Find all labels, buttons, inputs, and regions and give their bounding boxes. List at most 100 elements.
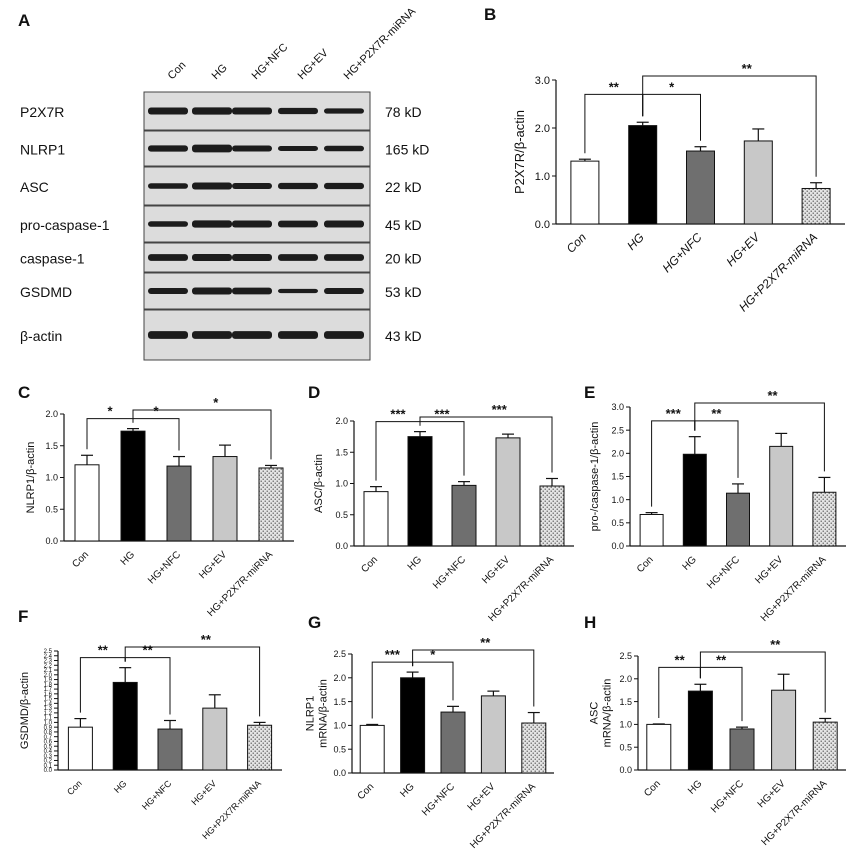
protein-label-gsdmd: GSDMD	[20, 284, 72, 300]
bar-hg-p2x7r-mirna	[801, 187, 831, 225]
significance-marker: **	[98, 643, 109, 658]
protein-label-nlrp1: NLRP1	[20, 142, 65, 158]
bar-hg-ev	[495, 437, 521, 547]
significance-bracket	[124, 646, 261, 717]
significance-bracket	[642, 75, 817, 177]
y-tick-label: 0.1	[44, 763, 53, 769]
y-tick-label: 2.0	[619, 674, 632, 684]
bar-hg	[687, 690, 713, 771]
significance-marker: **	[716, 652, 727, 667]
protein-label-pro-caspase-1: pro-caspase-1	[20, 217, 110, 233]
blot-band	[278, 331, 318, 339]
blot-band	[232, 331, 272, 339]
significance-marker: **	[609, 79, 620, 94]
x-tick-label-con: Con	[564, 230, 590, 256]
y-tick-label: 2.0	[535, 123, 550, 135]
y-tick-label: 0.2	[44, 759, 53, 765]
x-tick-label-hg-nfc: HG+NFC	[420, 781, 457, 818]
size-label-nlrp1: 165 kD	[385, 142, 429, 158]
bar-hg	[112, 681, 138, 771]
y-tick-label: 1.2	[44, 711, 53, 717]
y-tick-label: 1.0	[335, 479, 348, 489]
y-tick-label: 2.1	[44, 668, 53, 674]
significance-marker: ***	[666, 406, 682, 421]
y-tick-label: 0.3	[44, 754, 53, 760]
panel-label-f: F	[18, 607, 28, 626]
blot-band	[232, 183, 272, 189]
significance-marker: **	[675, 652, 686, 667]
y-tick-label: 1.5	[44, 697, 53, 703]
blot-band	[324, 288, 364, 294]
bar-hg-nfc	[440, 711, 466, 774]
x-tick-label-hg-nfc: HG+NFC	[431, 554, 468, 591]
x-tick-label-con: Con	[70, 549, 91, 570]
size-label-p2x7r: 78 kD	[385, 104, 422, 120]
panel-label-h: H	[584, 613, 596, 632]
x-tick-label-con: Con	[356, 781, 377, 802]
y-tick-label: 1.7	[44, 687, 53, 693]
bar-hg-nfc	[157, 728, 183, 771]
size-label-actin: 43 kD	[385, 328, 422, 344]
bar-con	[359, 724, 385, 774]
y-tick-label: 1.6	[44, 692, 53, 698]
y-tick-label: 0.5	[44, 744, 53, 750]
x-tick-label-hg-nfc: HG+NFC	[660, 230, 705, 275]
significance-marker: *	[107, 404, 113, 419]
bar-hg	[400, 677, 426, 774]
bar-con	[570, 160, 600, 225]
lane-label-con: Con	[166, 59, 189, 82]
y-tick-label: 2.4	[44, 654, 53, 660]
blot-band	[278, 288, 318, 294]
y-tick-label: 1.9	[44, 678, 53, 684]
y-axis-label: NLRP1/β-actin	[25, 442, 37, 514]
significance-marker: ***	[385, 647, 401, 662]
bar-hg-ev	[769, 445, 794, 547]
panel-label-g: G	[308, 613, 321, 632]
significance-marker: ***	[492, 402, 508, 417]
blot-band	[324, 220, 364, 228]
y-axis-label: GSDMD/β-actin	[19, 672, 31, 749]
y-tick-label: 2.5	[333, 649, 346, 659]
blot-band	[324, 254, 364, 261]
protein-label-actin: β-actin	[20, 328, 62, 344]
panel-label-c: C	[18, 383, 30, 402]
y-tick-label: 1.0	[44, 721, 53, 727]
blot-band	[324, 331, 364, 339]
protein-label-p2x7r: P2X7R	[20, 104, 64, 120]
significance-bracket	[699, 651, 826, 713]
y-tick-label: 0.0	[333, 768, 346, 778]
lane-label-hg: HG	[210, 62, 230, 82]
y-axis-label: pro-/caspase-1/β-actin	[589, 422, 601, 532]
y-tick-label: 2.5	[619, 651, 632, 661]
y-tick-label: 3.0	[535, 75, 550, 87]
blot-band	[192, 182, 232, 190]
y-tick-label: 2.0	[333, 673, 346, 683]
blot-band	[192, 220, 232, 228]
significance-marker: *	[430, 647, 436, 662]
y-tick-label: 0.0	[619, 765, 632, 775]
x-tick-label-con: Con	[642, 778, 663, 799]
significance-marker: **	[143, 643, 154, 658]
x-tick-label-hg-ev: HG+EV	[189, 778, 218, 807]
y-tick-label: 0.7	[44, 735, 53, 741]
blot-band	[232, 107, 272, 115]
x-tick-label-hg-ev: HG+EV	[756, 778, 788, 810]
panel-label-a: A	[18, 11, 30, 30]
blot-band	[232, 254, 272, 261]
y-tick-label: 1.0	[619, 720, 632, 730]
bar-con	[646, 723, 672, 771]
y-tick-label: 0.0	[44, 768, 53, 774]
significance-marker: ***	[434, 407, 450, 422]
protein-label-caspase-1: caspase-1	[20, 251, 85, 267]
x-tick-label-hg: HG	[398, 781, 417, 800]
x-tick-label-hg-nfc: HG+NFC	[146, 549, 183, 586]
bar-hg	[682, 453, 707, 547]
chart-panel-e: E 0.0 0.5 1.0 1.5 2.0 2.5 3.0 pro-/caspase-1/β-a…	[584, 383, 846, 624]
x-tick-label-hg: HG	[681, 554, 700, 573]
chart-panel-g: G 0.0 0.5 1.0 1.5 2.0 2.5 NLRP1 mRNA/β-actin Con H…	[305, 613, 554, 851]
blot-band	[148, 331, 188, 339]
x-tick-label-hg-nfc: HG+NFC	[140, 778, 174, 812]
